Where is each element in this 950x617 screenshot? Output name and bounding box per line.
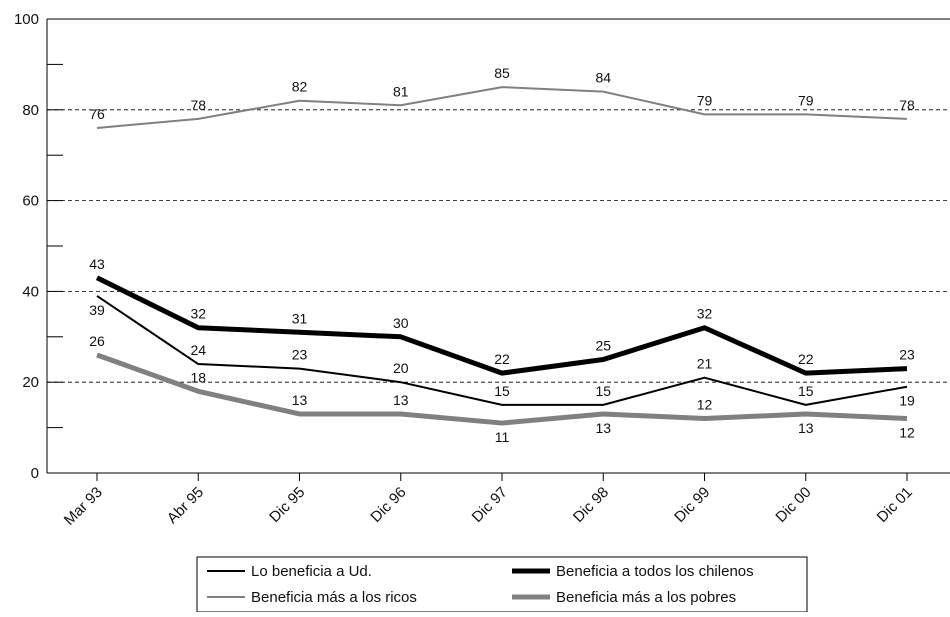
data-label: 84 xyxy=(595,70,611,86)
y-tick-label: 40 xyxy=(22,283,39,300)
data-label: 30 xyxy=(393,315,409,331)
data-label: 32 xyxy=(190,306,206,322)
x-tick-label: Dic 00 xyxy=(772,484,814,526)
data-label: 78 xyxy=(899,97,915,113)
series-line xyxy=(96,86,908,129)
x-tick-label: Abr 95 xyxy=(164,484,207,527)
data-label: 13 xyxy=(393,392,409,408)
data-label: 79 xyxy=(697,92,713,108)
x-tick-label: Mar 93 xyxy=(61,484,106,529)
y-tick-label: 100 xyxy=(14,11,39,28)
data-label: 85 xyxy=(494,65,510,81)
data-label: 13 xyxy=(798,420,814,436)
data-label: 39 xyxy=(89,302,105,318)
data-label: 25 xyxy=(595,338,611,354)
series-line xyxy=(96,295,908,406)
y-tick-label: 80 xyxy=(22,102,39,119)
data-label: 19 xyxy=(899,393,915,409)
legend-label: Beneficia a todos los chilenos xyxy=(556,563,754,580)
data-label: 13 xyxy=(292,392,308,408)
data-label: 23 xyxy=(292,347,308,363)
data-label: 79 xyxy=(798,92,814,108)
data-label: 26 xyxy=(89,333,105,349)
data-label: 24 xyxy=(190,342,206,358)
data-label: 15 xyxy=(494,383,510,399)
data-label: 15 xyxy=(595,383,611,399)
x-tick-label: Dic 01 xyxy=(874,484,916,526)
data-label: 31 xyxy=(292,310,308,326)
data-label: 76 xyxy=(89,106,105,122)
data-label: 22 xyxy=(494,351,510,367)
data-label: 81 xyxy=(393,83,409,99)
x-tick-label: Dic 99 xyxy=(671,484,713,526)
x-tick-label: Dic 98 xyxy=(570,484,612,526)
data-label: 18 xyxy=(190,369,206,385)
data-label: 11 xyxy=(495,429,510,445)
data-label: 23 xyxy=(899,347,915,363)
series-line xyxy=(96,352,908,426)
legend-label: Beneficia más a los pobres xyxy=(556,589,736,606)
data-label: 32 xyxy=(697,306,713,322)
data-label: 13 xyxy=(595,420,611,436)
data-label: 20 xyxy=(393,360,409,376)
y-tick-label: 60 xyxy=(22,193,39,210)
data-label: 21 xyxy=(697,356,713,372)
series-line xyxy=(95,275,908,376)
x-tick-label: Dic 96 xyxy=(367,484,409,526)
y-tick-label: 0 xyxy=(31,465,39,482)
data-label: 82 xyxy=(292,79,308,95)
data-label: 78 xyxy=(190,97,206,113)
data-label: 12 xyxy=(899,425,915,441)
data-label: 43 xyxy=(89,256,105,272)
data-label: 22 xyxy=(798,351,814,367)
data-label: 12 xyxy=(697,397,713,413)
y-tick-label: 20 xyxy=(22,374,39,391)
legend-label: Lo beneficia a Ud. xyxy=(251,563,372,580)
data-label: 15 xyxy=(798,383,814,399)
x-tick-label: Dic 95 xyxy=(266,484,308,526)
legend-label: Beneficia más a los ricos xyxy=(251,589,417,606)
x-tick-label: Dic 97 xyxy=(469,484,511,526)
